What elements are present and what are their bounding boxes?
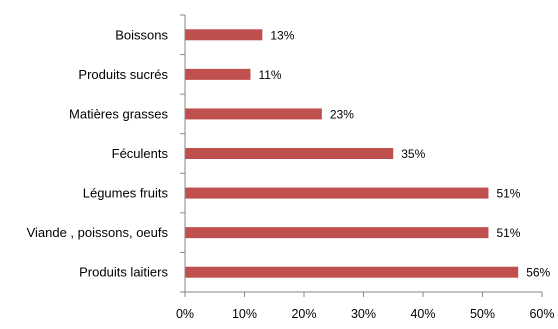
category-label-0: Boissons	[115, 27, 168, 42]
category-label-6: Produits laitiers	[79, 265, 168, 280]
data-label-1: 11%	[258, 68, 281, 82]
category-label-3: Féculents	[112, 146, 169, 161]
category-label-4: Légumes fruits	[83, 186, 169, 201]
x-tick-label-0: 0%	[176, 307, 194, 321]
category-label-5: Viande , poissons, oeufs	[27, 225, 169, 240]
data-label-2: 23%	[330, 107, 354, 121]
x-tick-label-5: 50%	[470, 307, 495, 321]
bars-group	[185, 29, 519, 278]
bar-5	[185, 227, 489, 239]
x-ticks-group: 0% 10% 20% 30% 40% 50% 60%	[176, 14, 555, 321]
x-tick-label-1: 10%	[232, 307, 257, 321]
data-label-5: 51%	[496, 226, 520, 240]
category-label-1: Produits sucrés	[78, 67, 168, 82]
bar-1	[185, 68, 251, 80]
data-label-4: 51%	[496, 187, 520, 201]
x-tick-label-3: 30%	[351, 307, 376, 321]
data-labels-group: 13% 11% 23% 35% 51% 51% 56%	[258, 28, 550, 279]
bar-4	[185, 187, 489, 199]
data-label-0: 13%	[270, 28, 294, 42]
data-label-6: 56%	[526, 266, 550, 280]
x-tick-label-2: 20%	[291, 307, 316, 321]
category-label-2: Matières grasses	[69, 106, 168, 121]
bar-0	[185, 29, 263, 41]
bar-6	[185, 266, 519, 278]
x-tick-label-4: 40%	[410, 307, 435, 321]
bar-2	[185, 108, 322, 120]
category-labels-group: Boissons Produits sucrés Matières grasses F…	[27, 27, 169, 279]
bar-3	[185, 148, 394, 159]
data-label-3: 35%	[401, 147, 425, 161]
x-tick-label-6: 60%	[529, 307, 554, 321]
